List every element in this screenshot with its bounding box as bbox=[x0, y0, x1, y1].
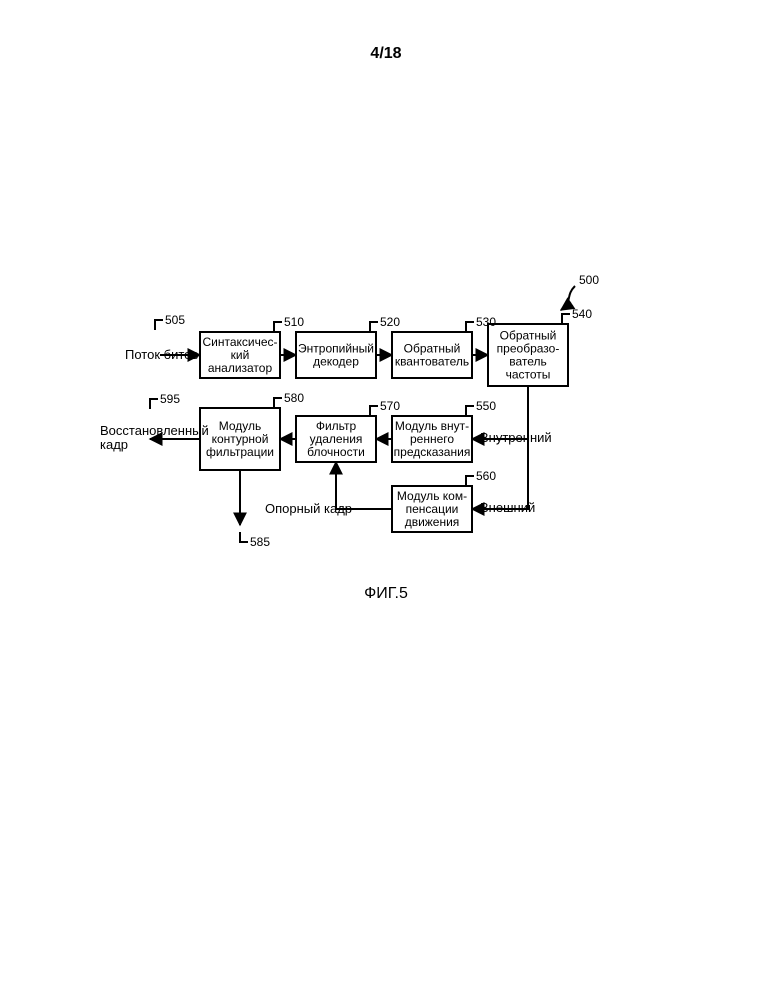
block-570-label: блочности bbox=[307, 445, 365, 459]
block-580-label: фильтрации bbox=[206, 445, 274, 459]
block-550-label: Модуль внут- bbox=[395, 419, 469, 433]
ref-585: 585 bbox=[250, 535, 270, 549]
block-540-label: ватель bbox=[509, 355, 547, 369]
block-580-label: Модуль bbox=[219, 419, 262, 433]
ref-530: 530 bbox=[476, 315, 496, 329]
block-550-label: предсказания bbox=[394, 445, 471, 459]
block-530-label: квантователь bbox=[395, 355, 469, 369]
page: 4/18 Синтаксичес-кийанализаторЭнтропийны… bbox=[0, 0, 772, 999]
block-570-label: удаления bbox=[310, 432, 363, 446]
block-570-label: Фильтр bbox=[316, 419, 357, 433]
label-output-frame: кадр bbox=[100, 437, 128, 452]
block-550-label: реннего bbox=[410, 432, 454, 446]
label-output-frame: Восстановленный bbox=[100, 423, 209, 438]
label-input-bitstream: Поток битов bbox=[125, 347, 198, 362]
block-560-label: пенсации bbox=[406, 502, 459, 516]
ref-560: 560 bbox=[476, 469, 496, 483]
edge-label-inner: Внутренний bbox=[480, 430, 552, 445]
ref-540: 540 bbox=[572, 307, 592, 321]
ref-500: 500 bbox=[579, 273, 599, 287]
block-510-label: Синтаксичес- bbox=[202, 335, 277, 349]
edge-label-outer: Внешний bbox=[480, 500, 535, 515]
block-510-label: анализатор bbox=[208, 361, 273, 375]
block-540-label: преобразо- bbox=[497, 342, 560, 356]
block-560-label: движения bbox=[405, 515, 460, 529]
block-520-label: Энтропийный bbox=[298, 342, 374, 356]
block-530-label: Обратный bbox=[404, 342, 461, 356]
diagram-svg: Синтаксичес-кийанализатор Энтропийныйдеко… bbox=[0, 0, 772, 999]
ref-510: 510 bbox=[284, 315, 304, 329]
label-reference-frame: Опорный кадр bbox=[265, 501, 352, 516]
ref-595: 595 bbox=[160, 392, 180, 406]
block-560-label: Модуль ком- bbox=[397, 489, 467, 503]
block-520-label: декодер bbox=[313, 355, 359, 369]
block-540-label: Обратный bbox=[500, 329, 557, 343]
ref-570: 570 bbox=[380, 399, 400, 413]
ref-550: 550 bbox=[476, 399, 496, 413]
ref-505: 505 bbox=[165, 313, 185, 327]
block-540-label: частоты bbox=[506, 368, 551, 382]
block-510-label: кий bbox=[231, 348, 250, 362]
block-580-label: контурной bbox=[212, 432, 269, 446]
ref-580: 580 bbox=[284, 391, 304, 405]
ref-520: 520 bbox=[380, 315, 400, 329]
figure-caption: ФИГ.5 bbox=[0, 585, 772, 603]
